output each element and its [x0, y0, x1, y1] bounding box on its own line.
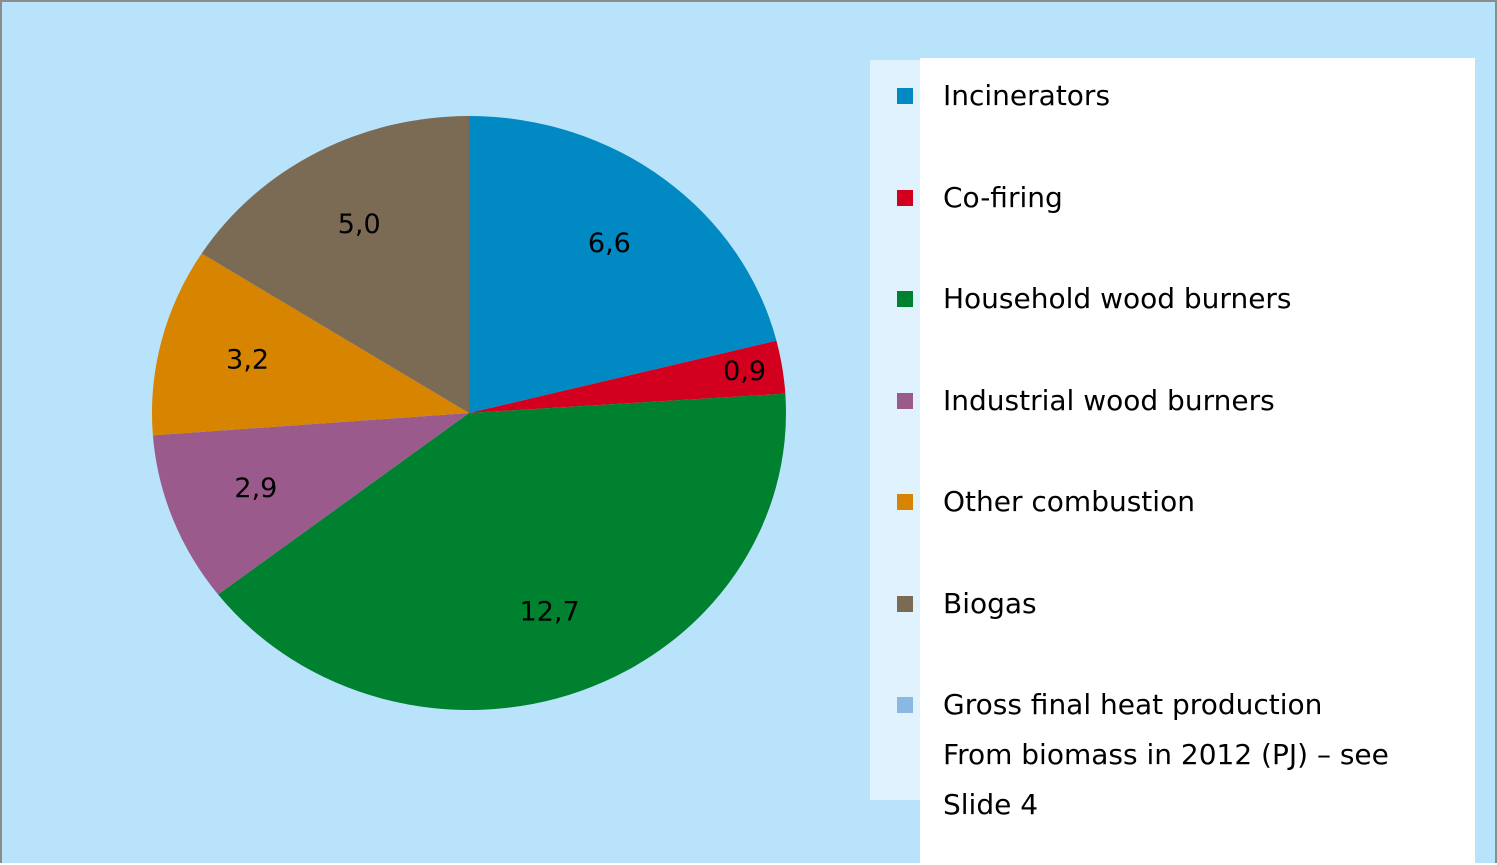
legend-label: Gross final heat production From biomass…	[943, 688, 1389, 821]
data-label: 5,0	[338, 209, 381, 240]
pie-slice	[469, 116, 777, 413]
data-label: 12,7	[520, 597, 580, 628]
legend-box	[920, 58, 1475, 865]
legend-label: Industrial wood burners	[943, 383, 1275, 417]
legend-swatch	[897, 595, 913, 612]
legend-label: Co-firing	[943, 180, 1063, 214]
pie-slice	[152, 253, 469, 436]
legend-swatch	[897, 697, 913, 713]
legend-swatch	[897, 189, 913, 206]
data-label: 2,9	[234, 473, 277, 504]
legend-label: Biogas	[943, 586, 1037, 620]
data-label: 6,6	[588, 228, 631, 259]
legend-swatch	[897, 88, 913, 104]
pie-slice	[201, 115, 470, 413]
data-label: 3,2	[226, 344, 269, 375]
legend-swatch	[897, 392, 913, 409]
pie-slice	[469, 340, 786, 413]
legend-label: Incinerators	[943, 79, 1111, 112]
legend-swatch	[897, 494, 913, 510]
pie-slice	[152, 413, 469, 595]
legend-label: Other combustion	[943, 485, 1195, 518]
legend-swatch	[897, 291, 913, 307]
data-label: 0,9	[723, 356, 766, 387]
pie-slice	[218, 393, 786, 710]
legend-label: Household wood burners	[943, 282, 1292, 315]
